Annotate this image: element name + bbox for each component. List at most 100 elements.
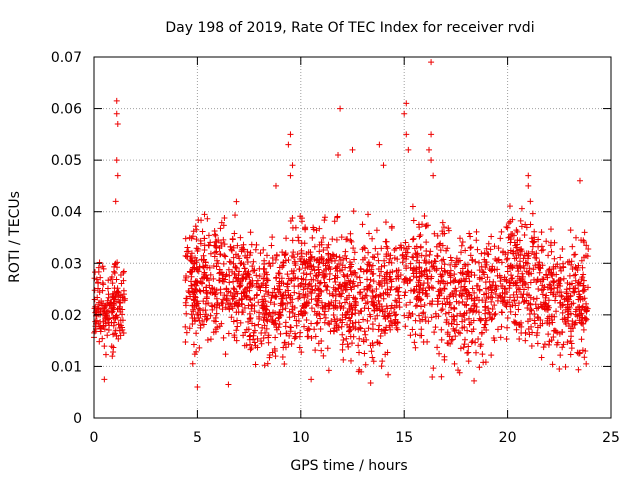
data-point [313, 320, 320, 327]
data-point [392, 312, 399, 319]
data-point [287, 294, 294, 301]
data-point [515, 300, 522, 307]
data-point [207, 271, 214, 278]
data-point [394, 256, 401, 263]
data-point [497, 334, 504, 341]
data-point [364, 266, 371, 273]
data-point [444, 299, 451, 306]
data-point [459, 318, 466, 325]
x-tick-label: 25 [602, 430, 620, 446]
data-point [500, 248, 507, 255]
data-point [416, 233, 423, 240]
data-point [492, 310, 499, 317]
data-point [481, 321, 488, 328]
data-point [283, 235, 290, 242]
data-point [419, 310, 426, 317]
data-point [351, 256, 358, 263]
data-point [251, 339, 258, 346]
data-point [298, 250, 305, 257]
data-point [252, 246, 259, 253]
data-point [383, 277, 390, 284]
data-point [110, 304, 117, 311]
data-point [375, 297, 382, 304]
data-point [396, 284, 403, 291]
data-point [211, 242, 218, 249]
data-point [303, 271, 310, 278]
data-point [376, 272, 383, 279]
data-point [401, 110, 408, 117]
data-point [497, 235, 504, 242]
data-point [315, 310, 322, 317]
data-point [582, 317, 589, 324]
data-point [118, 322, 125, 329]
data-point [250, 258, 257, 265]
data-point [290, 267, 297, 274]
data-point [273, 274, 280, 281]
data-point [395, 292, 402, 299]
data-point [576, 293, 583, 300]
data-point [434, 344, 441, 351]
data-point [413, 264, 420, 271]
data-point [293, 317, 300, 324]
data-point [189, 320, 196, 327]
data-point [375, 279, 382, 286]
data-point [328, 317, 335, 324]
data-point [482, 299, 489, 306]
data-point [527, 279, 534, 286]
data-point [342, 299, 349, 306]
data-point [193, 226, 200, 233]
data-point [114, 172, 121, 179]
data-point [203, 311, 210, 318]
data-point [100, 318, 107, 325]
data-point [280, 344, 287, 351]
data-point [429, 373, 436, 380]
data-point [432, 258, 439, 265]
data-point [279, 293, 286, 300]
data-point [485, 293, 492, 300]
data-point [192, 223, 199, 230]
data-point [183, 295, 190, 302]
data-point [492, 255, 499, 262]
data-point [320, 352, 327, 359]
data-point [545, 297, 552, 304]
data-point [366, 263, 373, 270]
data-point [292, 274, 299, 281]
data-point [313, 272, 320, 279]
data-point [346, 327, 353, 334]
data-point [410, 217, 417, 224]
data-point [507, 218, 514, 225]
data-point [469, 308, 476, 315]
data-point [199, 275, 206, 282]
data-point [571, 251, 578, 258]
data-point [302, 224, 309, 231]
data-point [461, 324, 468, 331]
y-tick-label: 0 [73, 411, 82, 427]
data-point [235, 300, 242, 307]
data-point [520, 291, 527, 298]
data-point [269, 289, 276, 296]
data-point [261, 257, 268, 264]
data-point [260, 275, 267, 282]
data-point [458, 242, 465, 249]
data-point [373, 227, 380, 234]
data-point [260, 246, 267, 253]
data-point [538, 229, 545, 236]
data-point [393, 267, 400, 274]
data-point [476, 259, 482, 266]
data-point [396, 295, 403, 302]
data-point [109, 308, 116, 315]
data-point [265, 312, 272, 319]
data-point [457, 287, 464, 294]
data-point [384, 286, 391, 293]
data-point [276, 320, 283, 327]
data-point [576, 177, 583, 184]
data-point [515, 268, 522, 275]
data-point [426, 268, 433, 275]
data-point [331, 328, 338, 335]
data-point [509, 231, 516, 238]
chart-title: Day 198 of 2019, Rate Of TEC Index for r… [165, 20, 534, 36]
data-point [188, 273, 195, 280]
data-point [190, 291, 197, 298]
data-point [111, 285, 118, 292]
data-point [338, 303, 345, 310]
